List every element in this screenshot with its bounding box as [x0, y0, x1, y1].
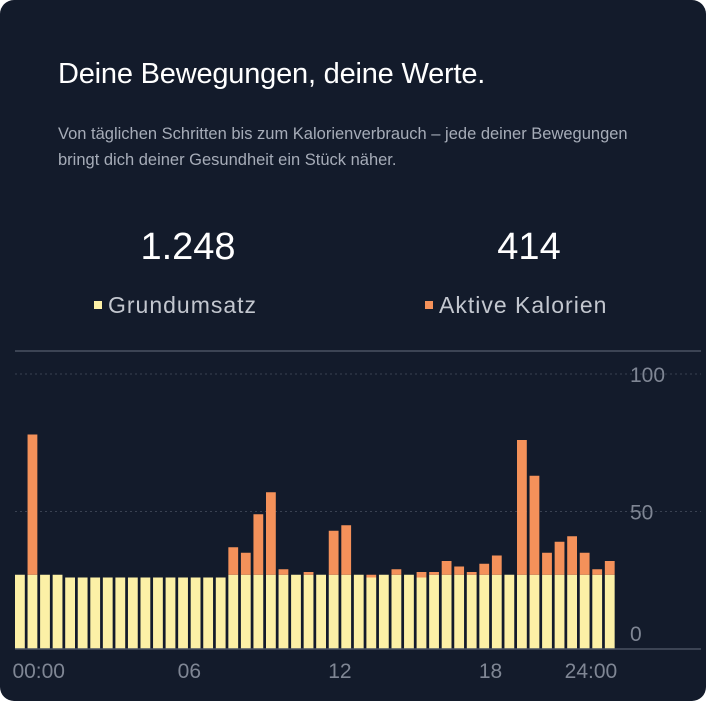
bar-active: [479, 563, 490, 575]
bar-basal: [517, 574, 527, 649]
bar-basal: [52, 574, 63, 649]
bar-active: [604, 561, 615, 575]
bar-active: [303, 572, 314, 575]
bar-basal: [303, 574, 314, 649]
bar-active: [454, 566, 465, 575]
bar-basal: [378, 574, 389, 649]
bar-active: [253, 514, 264, 575]
bar-basal: [178, 577, 188, 649]
y-tick-label: 50: [630, 502, 653, 525]
bar-basal: [529, 574, 540, 649]
bar-basal: [228, 574, 239, 649]
bar-basal: [504, 574, 515, 649]
active-calories-legend: Aktive Kalorien: [425, 292, 607, 319]
bar-active: [266, 492, 276, 575]
bar-basal: [554, 574, 565, 649]
bar-active: [529, 475, 540, 575]
basal-calories-swatch: [94, 300, 102, 309]
bar-basal: [429, 574, 439, 649]
bar-active: [466, 572, 477, 575]
bar-basal: [165, 577, 176, 649]
bar-active: [567, 536, 577, 575]
bar-basal: [542, 574, 552, 649]
active-calories-label: Aktive Kalorien: [439, 292, 608, 318]
x-tick-label: 18: [479, 660, 502, 683]
bar-basal: [592, 574, 603, 649]
bar-basal: [140, 577, 151, 649]
bar-basal: [353, 574, 364, 649]
bar-basal: [115, 577, 126, 649]
x-tick-label: 12: [328, 660, 351, 683]
bar-active: [27, 434, 38, 575]
bar-active: [391, 569, 402, 575]
bar-active: [278, 569, 289, 575]
bar-active: [328, 530, 339, 575]
bar-active: [592, 569, 603, 575]
bar-basal: [215, 577, 226, 649]
bar-basal: [404, 574, 414, 649]
bar-basal: [491, 574, 502, 649]
basal-calories-legend: Grundumsatz: [94, 292, 257, 319]
bar-active: [554, 541, 565, 575]
bar-active: [429, 572, 439, 575]
bar-basal: [77, 577, 88, 649]
bar-basal: [278, 574, 289, 649]
bar-basal: [366, 577, 377, 649]
bar-active: [416, 572, 427, 578]
bar-basal: [416, 577, 427, 649]
calorie-bar-chart: 100 50 0 00:00 06 12 18 24:00: [12, 350, 701, 683]
bar-basal: [65, 577, 75, 649]
bar-active: [491, 555, 502, 575]
bar-basal: [90, 577, 101, 649]
bar-basal: [567, 574, 577, 649]
bar-basal: [190, 577, 201, 649]
bar-basal: [27, 574, 38, 649]
bar-basal: [316, 574, 326, 649]
y-tick-label: 100: [630, 364, 665, 387]
bar-active: [341, 525, 352, 575]
bar-basal: [127, 577, 138, 649]
bar-basal: [203, 577, 214, 649]
bar-basal: [153, 577, 163, 649]
bar-basal: [266, 574, 276, 649]
bar-basal: [579, 574, 590, 649]
x-tick-label: 24:00: [565, 660, 618, 683]
bar-basal: [15, 574, 25, 649]
bar-active: [366, 574, 377, 578]
bar-active: [517, 440, 527, 575]
basal-calories-label: Grundumsatz: [108, 292, 258, 318]
y-tick-label: 0: [630, 623, 642, 646]
bar-basal: [40, 574, 50, 649]
bar-basal: [466, 574, 477, 649]
bar-active: [441, 561, 452, 575]
card-subtitle: Von täglichen Schritten bis zum Kalorien…: [58, 125, 628, 169]
bar-basal: [391, 574, 402, 649]
bar-basal: [328, 574, 339, 649]
bar-basal: [240, 574, 251, 649]
bar-basal: [441, 574, 452, 649]
active-calories-swatch: [425, 300, 433, 309]
bar-basal: [454, 574, 465, 649]
bar-active: [240, 552, 251, 575]
bar-basal: [341, 574, 352, 649]
basal-calories-value: 1.248: [140, 226, 236, 268]
bar-active: [228, 547, 239, 575]
bar-basal: [291, 574, 301, 649]
active-calories-value: 414: [497, 226, 561, 268]
bar-active: [579, 552, 590, 575]
card-title: Deine Bewegungen, deine Werte.: [58, 58, 486, 90]
bar-basal: [604, 574, 615, 649]
x-tick-label: 06: [178, 660, 201, 683]
bar-basal: [479, 574, 490, 649]
bar-active: [542, 552, 552, 575]
bar-basal: [253, 574, 264, 649]
x-tick-label: 00:00: [12, 660, 65, 683]
bar-basal: [102, 577, 113, 649]
